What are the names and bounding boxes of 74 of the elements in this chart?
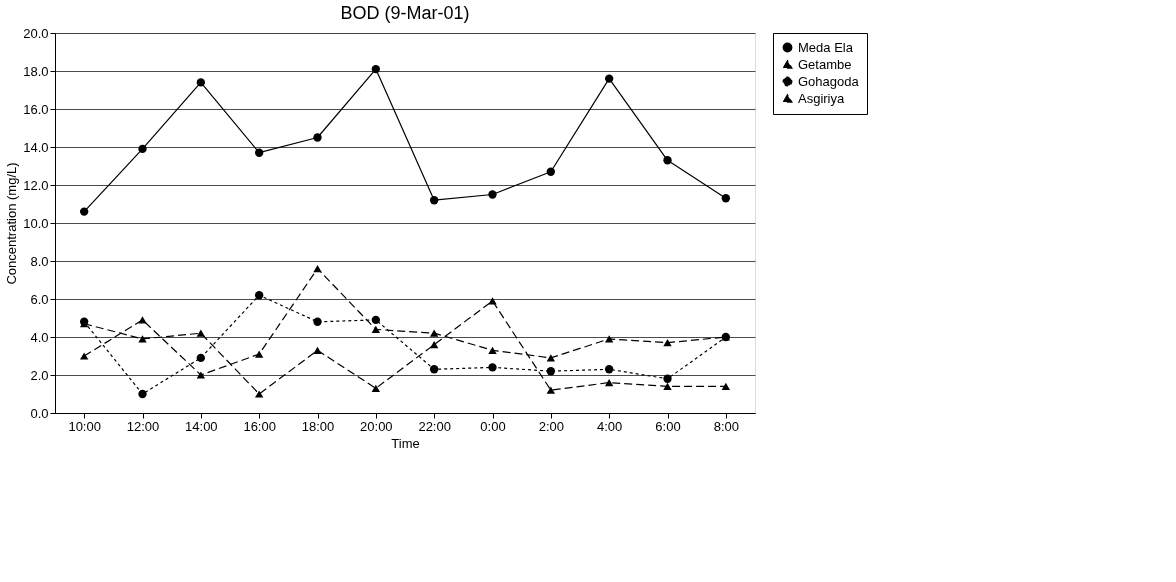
y-tick-label: 2.0: [30, 367, 49, 383]
point: [546, 367, 556, 376]
point: [196, 329, 206, 337]
point: [546, 354, 556, 362]
y-tick-label: 6.0: [30, 291, 49, 307]
y-tick-label: 4.0: [30, 329, 49, 345]
point: [488, 363, 497, 372]
point: [546, 167, 556, 176]
y-axis-title: Concentration (mg/L): [4, 162, 20, 285]
point: [313, 133, 322, 142]
y-tick-label: 20.0: [23, 25, 49, 41]
point: [138, 335, 147, 343]
x-tick-label: 2:00: [538, 418, 564, 434]
point: [429, 329, 439, 337]
point: [604, 335, 614, 343]
legend-label: Getambe: [798, 56, 852, 72]
point: [429, 365, 439, 374]
point: [138, 389, 147, 399]
point: [488, 297, 497, 305]
x-tick-label: 14:00: [185, 418, 218, 434]
chart-title: BOD (9-Mar-01): [340, 3, 470, 23]
point: [604, 74, 614, 83]
x-tick-label: 10:00: [68, 418, 101, 434]
point: [371, 384, 381, 392]
point: [546, 386, 556, 394]
x-tick-label: 20:00: [360, 418, 393, 434]
point: [254, 390, 264, 398]
point: [371, 325, 381, 334]
x-tick-label: 12:00: [126, 418, 160, 434]
x-tick-label: 0:00: [480, 418, 506, 434]
point: [196, 353, 206, 363]
legend-label: Gohagoda: [798, 73, 860, 89]
point: [313, 346, 322, 354]
point: [313, 317, 322, 326]
legend-label: Asgiriya: [798, 90, 846, 106]
x-axis-title: Time: [391, 435, 420, 451]
x-tick-label: 4:00: [597, 418, 623, 434]
point: [313, 264, 322, 273]
y-tick-label: 10.0: [23, 215, 49, 231]
y-tick-label: 0.0: [30, 405, 49, 421]
point: [488, 190, 497, 199]
point: [663, 156, 672, 165]
point: [371, 64, 381, 74]
point: [663, 374, 672, 383]
point: [254, 350, 264, 358]
point: [254, 148, 264, 157]
point: [663, 339, 672, 347]
point: [138, 316, 147, 324]
point: [196, 78, 206, 87]
point: [79, 352, 89, 360]
y-tick-label: 12.0: [23, 177, 49, 193]
point: [254, 291, 264, 300]
x-tick-label: 16:00: [243, 418, 276, 434]
point: [721, 382, 731, 391]
y-tick-label: 8.0: [30, 253, 49, 269]
x-tick-label: 18:00: [301, 418, 335, 434]
point: [604, 365, 614, 374]
x-tick-label: 6:00: [655, 418, 681, 434]
point: [721, 194, 731, 203]
point: [79, 207, 89, 216]
point: [429, 196, 439, 205]
y-tick-label: 18.0: [23, 63, 49, 79]
point: [371, 315, 381, 325]
x-tick-label: 22:00: [418, 418, 451, 434]
point: [429, 340, 439, 349]
x-tick-label: 8:00: [713, 418, 739, 434]
legend-label: Meda Ela: [798, 39, 854, 55]
point: [488, 346, 497, 354]
y-tick-label: 14.0: [23, 139, 49, 155]
point: [663, 382, 672, 391]
point: [604, 378, 614, 387]
y-tick-label: 16.0: [23, 101, 49, 117]
point: [138, 144, 147, 154]
point: [196, 371, 206, 379]
